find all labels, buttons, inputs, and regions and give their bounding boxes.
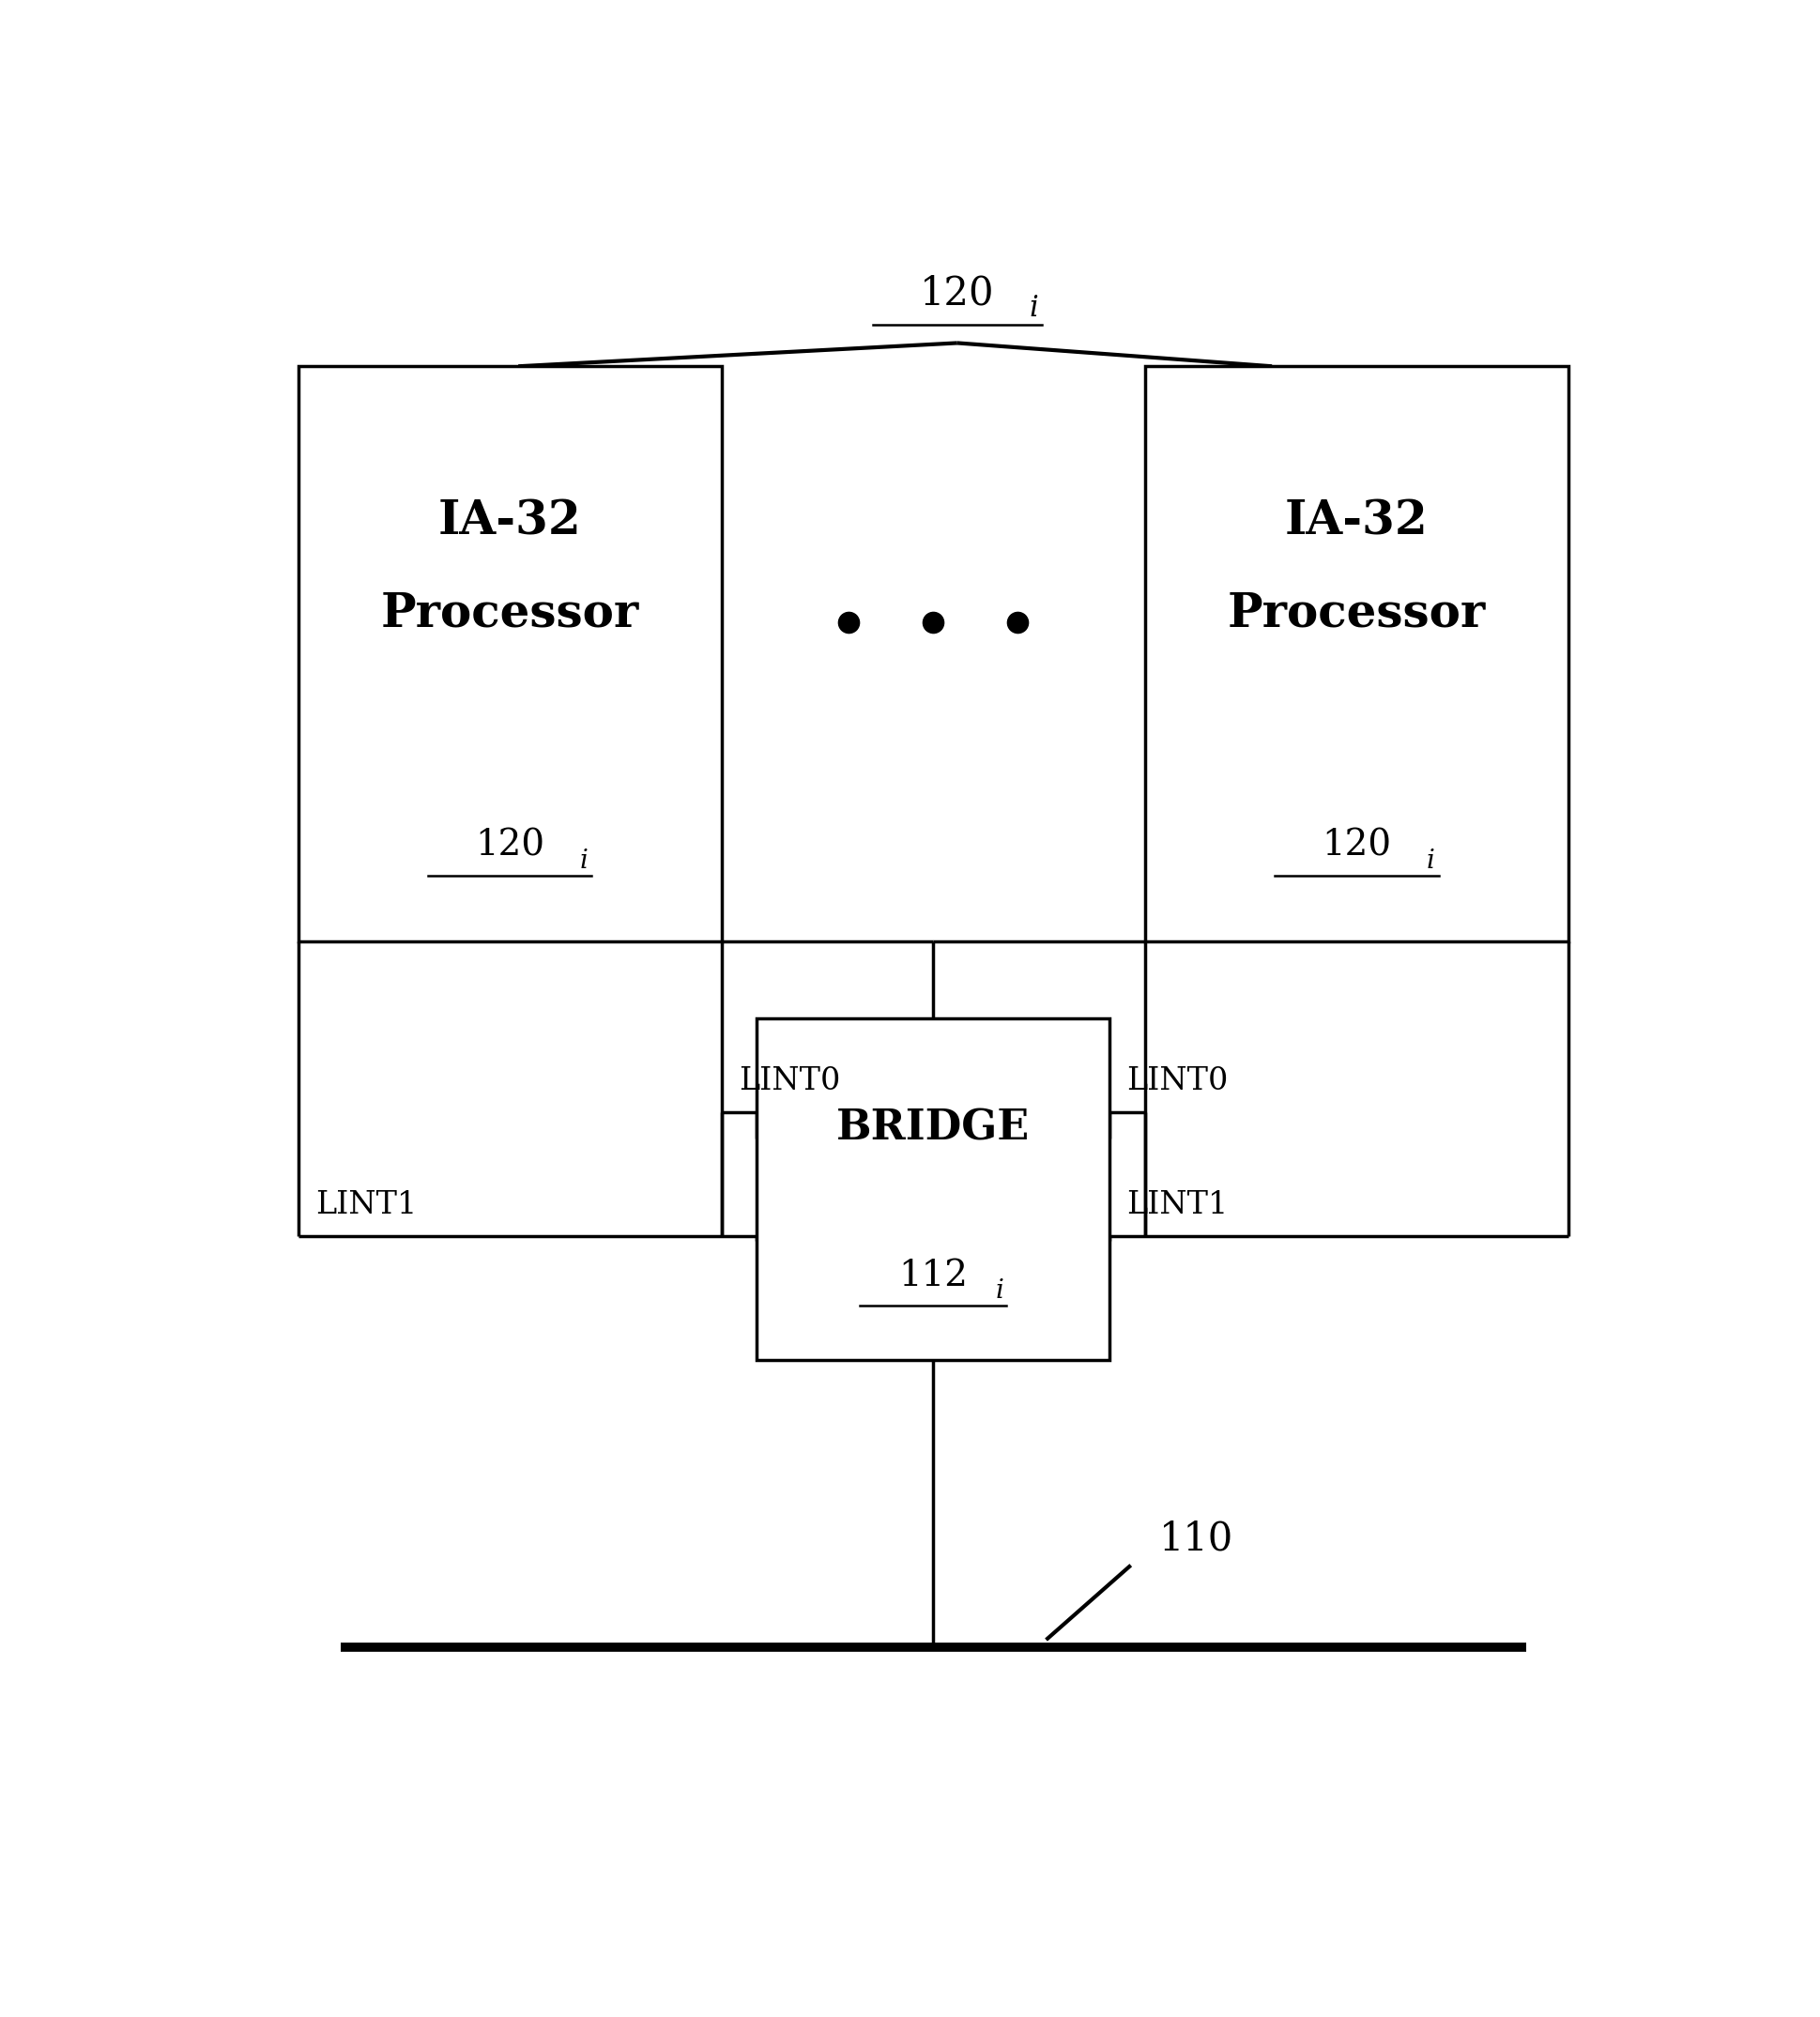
Bar (1145, 367, 1567, 940)
Text: IA-32: IA-32 (439, 498, 581, 545)
Text: 120: 120 (1321, 829, 1390, 863)
Text: LINT1: LINT1 (315, 1190, 417, 1220)
Text: 110: 110 (1158, 1519, 1232, 1559)
Text: Processor: Processor (380, 591, 639, 637)
Text: 120: 120 (475, 829, 544, 863)
Text: 120: 120 (919, 272, 994, 313)
Text: i: i (1028, 294, 1037, 323)
Text: i: i (579, 849, 588, 873)
Text: Processor: Processor (1227, 591, 1485, 637)
Bar (757, 1019, 1108, 1359)
Text: i: i (1425, 849, 1434, 873)
Text: IA-32: IA-32 (1285, 498, 1427, 545)
Text: BRIDGE: BRIDGE (835, 1107, 1030, 1148)
Bar (298, 367, 721, 940)
Text: i: i (996, 1279, 1003, 1303)
Text: LINT0: LINT0 (739, 1067, 839, 1095)
Text: LINT1: LINT1 (1127, 1190, 1227, 1220)
Text: 112: 112 (897, 1259, 968, 1293)
Text: LINT0: LINT0 (1127, 1067, 1228, 1095)
